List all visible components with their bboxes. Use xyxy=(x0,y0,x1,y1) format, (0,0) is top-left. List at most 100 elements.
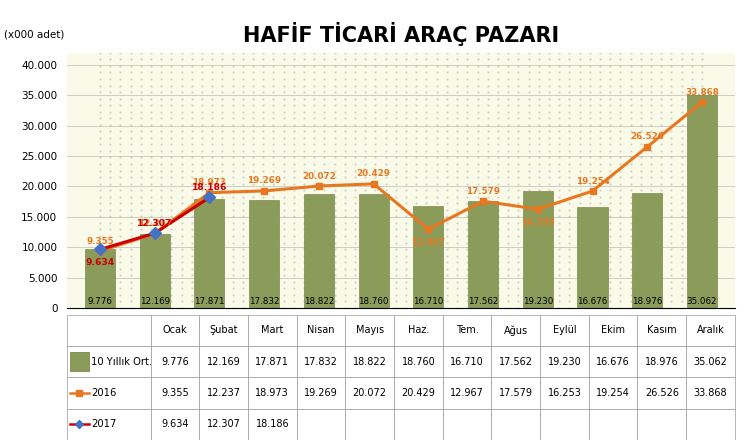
Point xyxy=(400,174,412,181)
Point xyxy=(492,95,504,102)
Point xyxy=(502,187,514,194)
Point xyxy=(298,226,310,233)
Point xyxy=(104,246,116,253)
Point xyxy=(615,62,627,70)
Point xyxy=(624,115,636,122)
Point xyxy=(390,206,402,213)
Point xyxy=(268,128,280,135)
Point xyxy=(513,298,524,305)
Point xyxy=(206,213,218,220)
Title: HAFİF TİCARİ ARAÇ PAZARI: HAFİF TİCARİ ARAÇ PAZARI xyxy=(243,22,559,46)
Point xyxy=(186,246,198,253)
Point xyxy=(94,180,106,187)
Point xyxy=(339,180,351,187)
Point xyxy=(615,49,627,56)
Point xyxy=(696,75,708,82)
Point xyxy=(421,213,433,220)
Point xyxy=(461,62,473,70)
Point xyxy=(471,56,483,63)
Point xyxy=(522,147,534,154)
Point xyxy=(696,154,708,161)
Point xyxy=(145,206,157,213)
Point xyxy=(451,161,463,168)
Point xyxy=(308,161,320,168)
Point xyxy=(339,134,351,141)
Point xyxy=(461,265,473,272)
Point xyxy=(492,121,504,128)
Point xyxy=(533,115,545,122)
Point xyxy=(410,259,422,266)
Point xyxy=(615,69,627,76)
Point xyxy=(125,246,137,253)
Point xyxy=(461,187,473,194)
Point xyxy=(380,187,392,194)
Point xyxy=(574,193,586,200)
Point xyxy=(360,62,372,70)
Point xyxy=(360,121,372,128)
Point xyxy=(543,115,555,122)
Point xyxy=(175,161,187,168)
Bar xyxy=(297,315,345,346)
Point xyxy=(513,252,524,259)
Point xyxy=(553,220,565,227)
Point xyxy=(482,259,494,266)
Point xyxy=(615,259,627,266)
Point xyxy=(461,304,473,312)
Point xyxy=(227,180,239,187)
Point xyxy=(604,259,616,266)
Point xyxy=(298,213,310,220)
Point xyxy=(676,161,688,168)
Point xyxy=(441,69,453,76)
Point xyxy=(329,232,341,239)
Bar xyxy=(67,409,151,440)
Point xyxy=(308,108,320,115)
Point xyxy=(206,180,218,187)
Point xyxy=(145,174,157,181)
Point xyxy=(135,226,147,233)
Point xyxy=(410,154,422,161)
Point xyxy=(145,239,157,246)
Point xyxy=(369,193,381,200)
Point xyxy=(175,95,187,102)
Point xyxy=(237,62,249,70)
Point xyxy=(502,167,514,174)
Point xyxy=(533,121,545,128)
Point xyxy=(145,200,157,207)
Point xyxy=(553,232,565,239)
Point xyxy=(298,304,310,312)
Point xyxy=(492,259,504,266)
Point xyxy=(676,167,688,174)
Point xyxy=(216,252,228,259)
Point xyxy=(522,304,534,312)
Point xyxy=(175,239,187,246)
Point xyxy=(584,62,596,70)
Point xyxy=(186,154,198,161)
Point xyxy=(421,226,433,233)
Point xyxy=(114,102,126,109)
Point xyxy=(553,279,565,286)
Point xyxy=(227,141,239,148)
Point xyxy=(390,259,402,266)
Point xyxy=(390,272,402,279)
Point xyxy=(268,285,280,292)
Text: Tem.: Tem. xyxy=(456,325,478,335)
Point xyxy=(441,147,453,154)
Point xyxy=(513,82,524,89)
Bar xyxy=(442,409,492,440)
Text: 10 Yıllık Ort.: 10 Yıllık Ort. xyxy=(91,357,152,367)
Point xyxy=(594,174,606,181)
Point xyxy=(635,279,647,286)
Point xyxy=(216,128,228,135)
Point xyxy=(615,134,627,141)
Point xyxy=(645,285,657,292)
Point xyxy=(553,206,565,213)
Point xyxy=(471,75,483,82)
Point xyxy=(574,252,586,259)
Point xyxy=(145,49,157,56)
Point xyxy=(104,115,116,122)
Point xyxy=(400,56,412,63)
Point xyxy=(114,134,126,141)
Point xyxy=(645,220,657,227)
Point xyxy=(319,279,330,286)
Point xyxy=(390,128,402,135)
